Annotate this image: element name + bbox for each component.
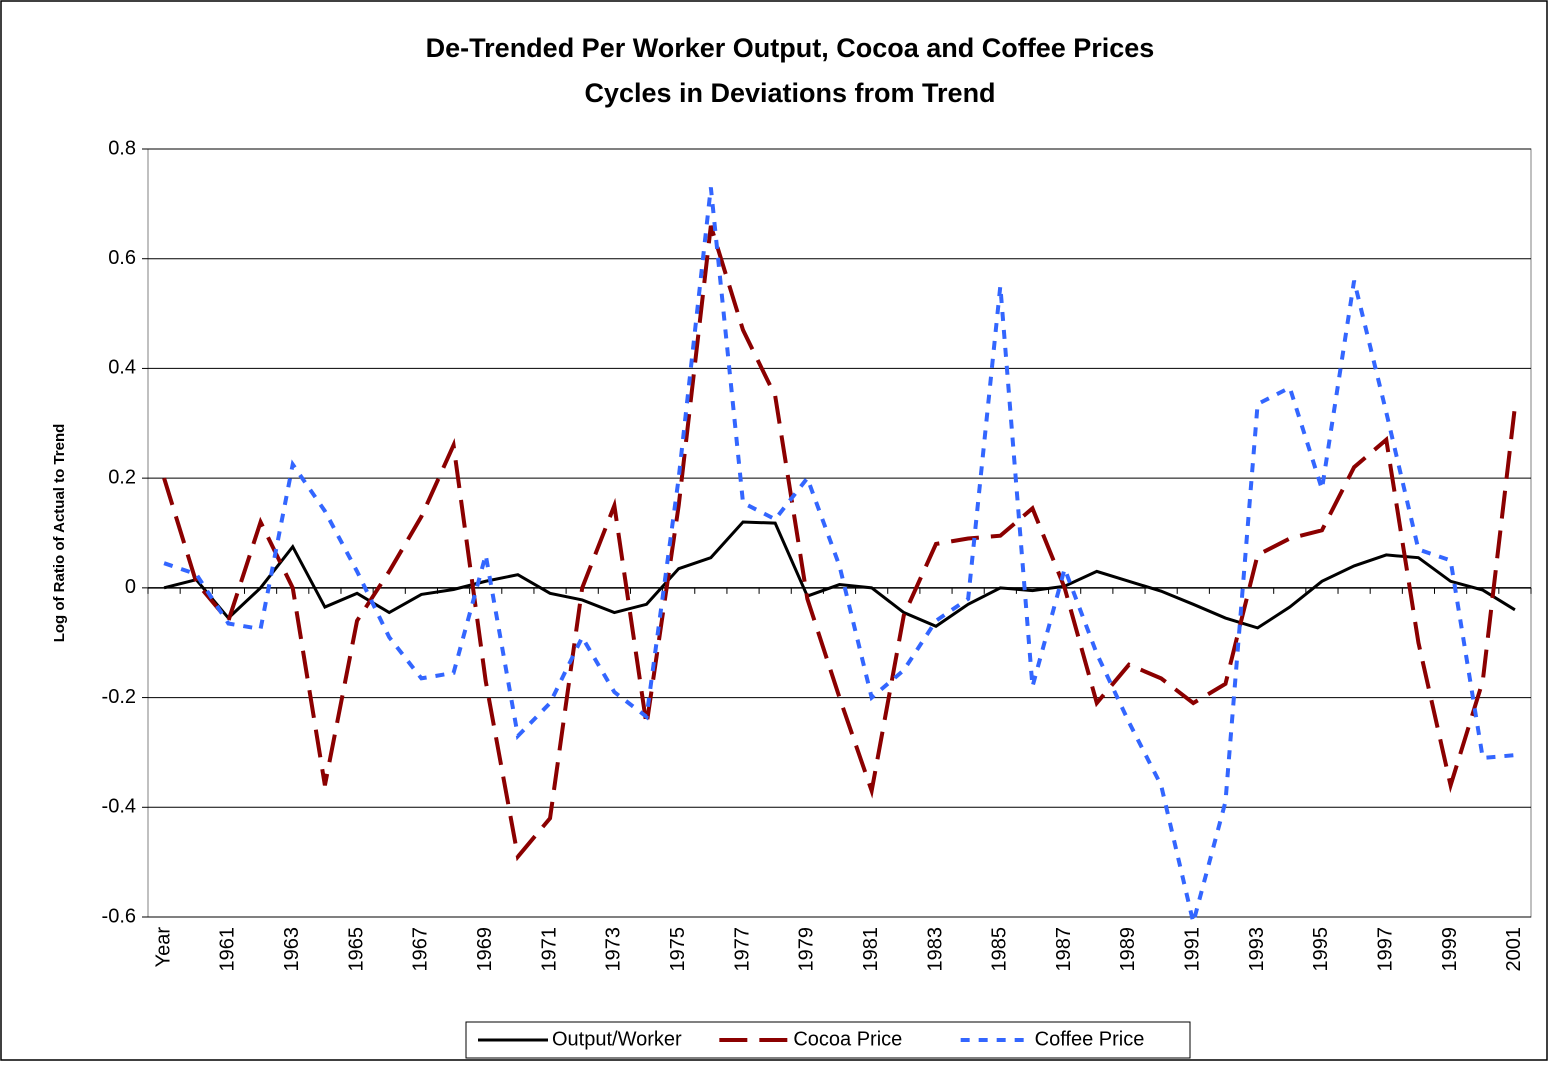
x-tick-label: 1961 bbox=[217, 927, 239, 972]
y-tick-label: -0.2 bbox=[102, 686, 136, 708]
x-tick-label: 1979 bbox=[796, 927, 818, 972]
y-tick-label: 0.6 bbox=[108, 247, 136, 269]
x-tick-label: 1965 bbox=[345, 927, 367, 972]
x-tick-label: Year bbox=[152, 927, 174, 968]
chart-title: De-Trended Per Worker Output, Cocoa and … bbox=[426, 33, 1155, 63]
y-tick-label: 0.2 bbox=[108, 466, 136, 488]
x-tick-label: 1987 bbox=[1053, 927, 1075, 972]
x-tick-label: 1995 bbox=[1310, 927, 1332, 972]
x-tick-label: 1981 bbox=[860, 927, 882, 972]
series-line bbox=[163, 187, 1516, 924]
x-tick-label: 1993 bbox=[1246, 927, 1268, 972]
x-tick-label: 1991 bbox=[1182, 927, 1204, 972]
chart-subtitle: Cycles in Deviations from Trend bbox=[584, 78, 995, 108]
x-tick-label: 1967 bbox=[410, 927, 432, 972]
legend-label: Coffee Price bbox=[1035, 1028, 1145, 1050]
x-tick-label: 1969 bbox=[474, 927, 496, 972]
x-tick-label: 1985 bbox=[989, 927, 1011, 972]
y-tick-label: 0.4 bbox=[108, 357, 136, 379]
x-tick-label: 1975 bbox=[667, 927, 689, 972]
y-tick-label: 0 bbox=[125, 576, 136, 598]
plot-area bbox=[147, 148, 1532, 918]
x-tick-label: 1999 bbox=[1439, 927, 1461, 972]
x-tick-label: 1997 bbox=[1375, 927, 1397, 972]
x-tick-label: 1973 bbox=[603, 927, 625, 972]
series-line bbox=[162, 225, 1517, 862]
x-tick-label: 1989 bbox=[1117, 927, 1139, 972]
y-tick-label: -0.6 bbox=[102, 905, 136, 927]
legend-label: Output/Worker bbox=[552, 1028, 682, 1050]
y-tick-label: 0.8 bbox=[108, 137, 136, 159]
x-tick-label: 1977 bbox=[731, 927, 753, 972]
legend-box bbox=[465, 1021, 1191, 1059]
x-tick-label: 2001 bbox=[1503, 927, 1525, 972]
y-tick-label: -0.4 bbox=[102, 796, 136, 818]
series-line bbox=[163, 520, 1516, 630]
x-tick-label: 1963 bbox=[281, 927, 303, 972]
legend-label: Cocoa Price bbox=[793, 1028, 902, 1050]
x-tick-label: 1983 bbox=[924, 927, 946, 972]
y-axis-label: Log of Ratio of Actual to Trend bbox=[51, 424, 68, 643]
x-tick-label: 1971 bbox=[538, 927, 560, 972]
